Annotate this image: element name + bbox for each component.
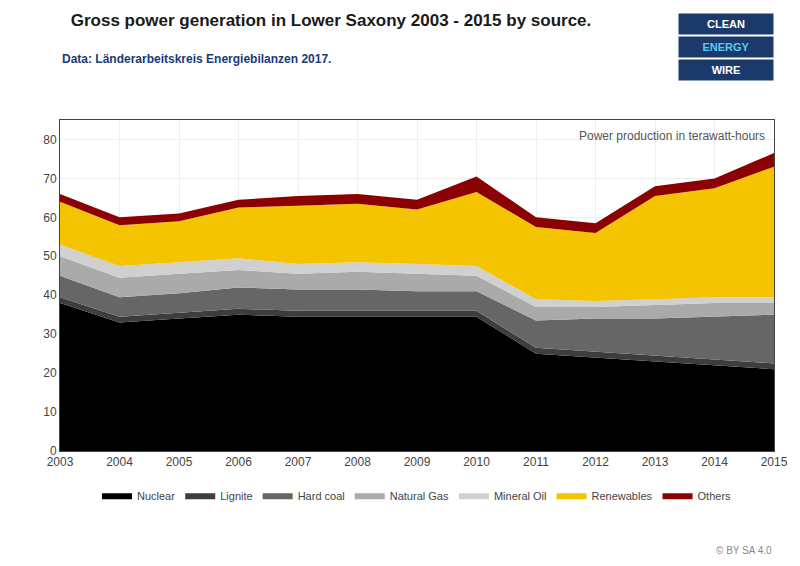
svg-text:2003: 2003 [47,455,74,469]
svg-text:2013: 2013 [642,455,669,469]
svg-text:2009: 2009 [404,455,431,469]
svg-text:2005: 2005 [166,455,193,469]
svg-text:2014: 2014 [701,455,728,469]
svg-text:2006: 2006 [225,455,252,469]
svg-text:ENERGY: ENERGY [702,41,749,53]
svg-text:Mineral Oil: Mineral Oil [494,490,547,502]
svg-text:Hard coal: Hard coal [298,490,345,502]
svg-text:20: 20 [43,366,57,380]
svg-text:Others: Others [698,490,732,502]
svg-text:© BY SA 4.0: © BY SA 4.0 [716,545,772,556]
svg-text:CLEAN: CLEAN [707,18,745,30]
svg-text:Power production in terawatt-h: Power production in terawatt-hours [579,129,765,143]
svg-text:Lignite: Lignite [220,490,252,502]
svg-text:40: 40 [43,288,57,302]
svg-text:2015: 2015 [761,455,788,469]
svg-text:10: 10 [43,405,57,419]
svg-text:2011: 2011 [523,455,549,469]
svg-text:Renewables: Renewables [592,490,653,502]
svg-text:2010: 2010 [463,455,490,469]
svg-text:Data: Länderarbeitskreis Energ: Data: Länderarbeitskreis Energiebilanzen… [62,52,331,66]
svg-text:2007: 2007 [285,455,312,469]
svg-text:60: 60 [43,211,57,225]
svg-text:30: 30 [43,327,57,341]
svg-text:2008: 2008 [344,455,371,469]
svg-text:2004: 2004 [106,455,133,469]
svg-text:Nuclear: Nuclear [137,490,175,502]
svg-text:Gross power generation in Lowe: Gross power generation in Lower Saxony 2… [71,11,592,30]
svg-text:Natural Gas: Natural Gas [390,490,449,502]
svg-text:80: 80 [43,133,57,147]
svg-text:50: 50 [43,249,57,263]
svg-text:2012: 2012 [582,455,609,469]
svg-text:70: 70 [43,172,57,186]
svg-text:0: 0 [50,444,57,458]
svg-text:WIRE: WIRE [712,64,741,76]
